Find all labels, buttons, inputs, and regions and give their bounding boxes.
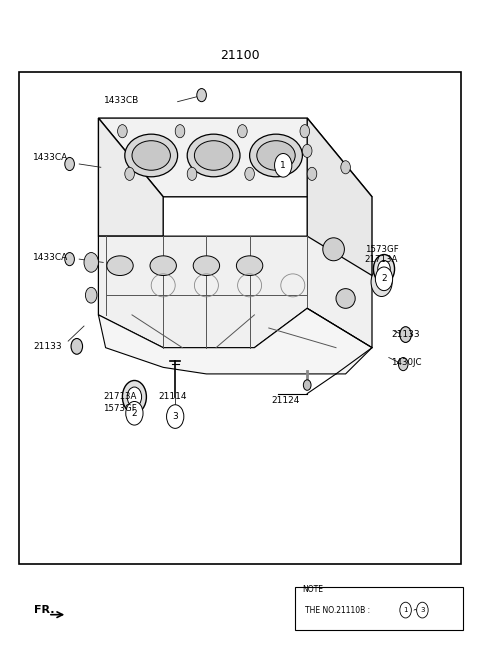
Text: 1433CA: 1433CA: [33, 153, 68, 162]
Text: 1573GF: 1573GF: [365, 245, 398, 254]
Circle shape: [127, 387, 142, 407]
Circle shape: [375, 267, 393, 291]
Circle shape: [65, 157, 74, 171]
Text: 1433CB: 1433CB: [104, 96, 139, 105]
Text: 21100: 21100: [220, 49, 260, 62]
Text: 1: 1: [280, 161, 286, 170]
Text: 21133: 21133: [391, 330, 420, 339]
Circle shape: [175, 125, 185, 138]
Text: FR.: FR.: [34, 605, 54, 615]
Text: ~: ~: [412, 605, 418, 615]
Ellipse shape: [107, 256, 133, 276]
Circle shape: [197, 89, 206, 102]
Text: 1: 1: [403, 607, 408, 613]
Circle shape: [400, 602, 411, 618]
Text: 2: 2: [381, 274, 387, 283]
Ellipse shape: [194, 140, 233, 170]
Polygon shape: [98, 118, 163, 236]
Circle shape: [303, 380, 311, 390]
Circle shape: [417, 602, 428, 618]
Circle shape: [118, 125, 127, 138]
Circle shape: [373, 255, 395, 283]
Ellipse shape: [237, 256, 263, 276]
Circle shape: [300, 125, 310, 138]
Circle shape: [187, 167, 197, 180]
Circle shape: [65, 253, 74, 266]
Text: 2: 2: [132, 409, 137, 418]
Ellipse shape: [257, 140, 295, 170]
Text: 3: 3: [172, 412, 178, 421]
Ellipse shape: [150, 256, 176, 276]
Circle shape: [400, 327, 411, 342]
Ellipse shape: [323, 238, 344, 261]
Circle shape: [341, 161, 350, 174]
Circle shape: [275, 154, 292, 177]
Circle shape: [307, 167, 317, 180]
Text: 21713A: 21713A: [365, 255, 398, 264]
Text: NOTE: NOTE: [302, 585, 324, 594]
Text: 21124: 21124: [271, 396, 300, 405]
Text: 1573GF: 1573GF: [103, 403, 137, 413]
Circle shape: [302, 144, 312, 157]
FancyBboxPatch shape: [295, 587, 463, 630]
Circle shape: [245, 167, 254, 180]
Polygon shape: [307, 118, 372, 276]
Ellipse shape: [187, 134, 240, 176]
Circle shape: [85, 287, 97, 303]
Circle shape: [167, 405, 184, 428]
Bar: [19, 72, 461, 564]
Text: 21114: 21114: [158, 392, 187, 401]
Text: 1433CA: 1433CA: [33, 253, 68, 262]
Circle shape: [125, 167, 134, 180]
Ellipse shape: [336, 289, 355, 308]
Text: 21713A: 21713A: [103, 392, 137, 401]
Circle shape: [122, 380, 146, 413]
Text: 1430JC: 1430JC: [391, 358, 422, 367]
Circle shape: [378, 260, 390, 277]
Circle shape: [126, 401, 143, 425]
Polygon shape: [98, 308, 372, 374]
Text: THE NO.21110B :: THE NO.21110B :: [305, 605, 372, 615]
Circle shape: [84, 253, 98, 272]
Ellipse shape: [250, 134, 302, 176]
Ellipse shape: [193, 256, 219, 276]
Text: 3: 3: [420, 607, 425, 613]
Circle shape: [238, 125, 247, 138]
Circle shape: [71, 338, 83, 354]
Circle shape: [371, 268, 392, 297]
Polygon shape: [98, 118, 372, 197]
Ellipse shape: [125, 134, 178, 176]
Circle shape: [398, 358, 408, 371]
Ellipse shape: [132, 140, 170, 170]
Text: 21133: 21133: [34, 342, 62, 351]
Polygon shape: [98, 236, 372, 348]
